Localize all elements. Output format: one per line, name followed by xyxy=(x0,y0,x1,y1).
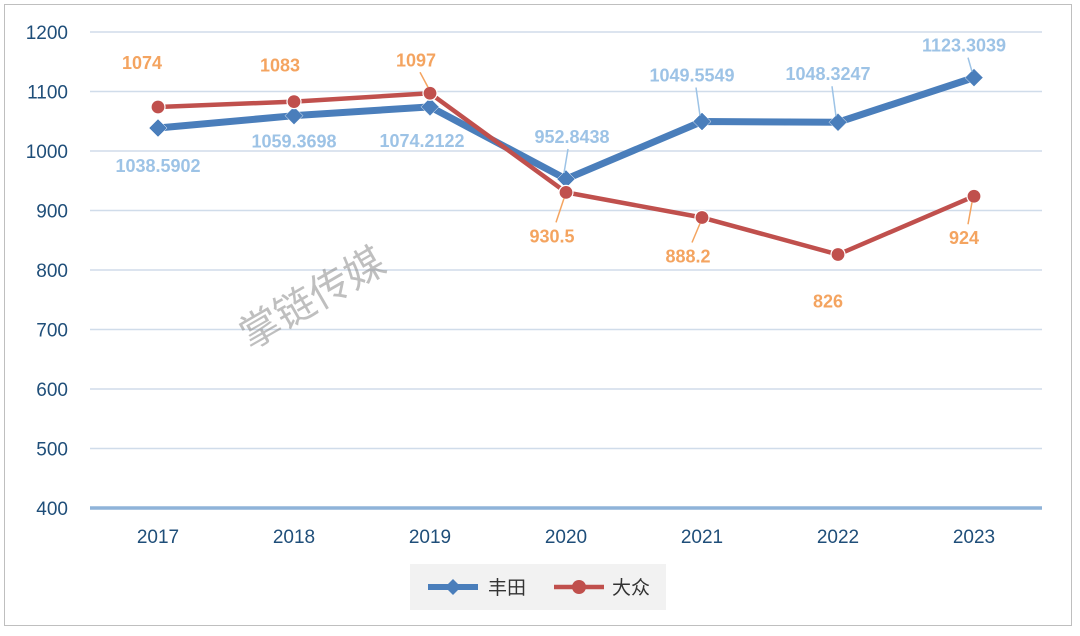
series-0-data-label: 1049.5549 xyxy=(649,66,734,86)
series-1-point xyxy=(558,184,574,200)
series-1-data-label: 924 xyxy=(949,228,979,248)
series-1-point xyxy=(422,85,438,101)
y-tick-label: 1000 xyxy=(26,142,68,163)
series-1-data-label: 930.5 xyxy=(529,226,574,246)
series-0-data-label: 1074.2122 xyxy=(379,131,464,151)
label-leader xyxy=(555,198,565,223)
series-1-data-label: 888.2 xyxy=(665,247,710,267)
label-leader xyxy=(419,71,429,88)
legend-circle-icon xyxy=(572,580,586,594)
series-0-point xyxy=(964,68,984,87)
x-tick-label: 2022 xyxy=(817,527,859,548)
series-1-data-label: 1074 xyxy=(122,53,162,73)
label-leader xyxy=(831,86,837,117)
label-leader xyxy=(967,202,973,225)
legend-diamond-icon xyxy=(445,579,461,595)
series-1-point xyxy=(966,188,982,204)
y-tick-label: 800 xyxy=(36,261,68,282)
series-group xyxy=(148,68,984,263)
y-tick-label: 1200 xyxy=(26,23,68,44)
series-1-data-label: 1097 xyxy=(396,50,436,70)
y-tick-label: 500 xyxy=(36,440,68,461)
x-axis-ticks: 2017 2018 2019 2020 2021 2022 2023 xyxy=(137,527,995,548)
y-tick-label: 900 xyxy=(36,202,68,223)
y-tick-label: 1100 xyxy=(27,83,68,104)
series-0-data-label: 1059.3698 xyxy=(251,132,336,152)
series-0-point xyxy=(284,106,304,126)
legend-label: 大众 xyxy=(612,577,650,599)
series-1-point xyxy=(286,94,302,110)
x-tick-label: 2019 xyxy=(409,527,451,548)
y-axis-ticks: 400 500 600 700 800 900 1000 1100 1200 xyxy=(26,23,68,520)
series-0-data-label: 1038.5902 xyxy=(115,156,200,176)
series-0-data-label: 952.8438 xyxy=(534,127,609,147)
series-0-point xyxy=(420,97,440,117)
x-tick-label: 2018 xyxy=(273,527,315,548)
series-1-point xyxy=(830,246,846,263)
y-tick-label: 600 xyxy=(36,380,68,401)
series-0-point xyxy=(148,118,168,138)
data-labels: 1038.5902 1059.3698 1074.2122 952.8438 1049.… xyxy=(115,36,1006,312)
series-1-point xyxy=(150,99,166,115)
series-1-data-label: 826 xyxy=(813,292,843,312)
series-0-point xyxy=(692,112,712,131)
x-tick-label: 2017 xyxy=(137,527,179,548)
x-tick-label: 2023 xyxy=(953,527,995,548)
x-tick-label: 2021 xyxy=(681,527,723,548)
gridlines xyxy=(90,31,1042,450)
series-0-point xyxy=(828,112,848,132)
x-tick-label: 2020 xyxy=(545,527,587,548)
y-tick-label: 700 xyxy=(36,321,68,342)
series-0-data-label: 1048.3247 xyxy=(785,64,870,84)
series-0-data-label: 1123.3039 xyxy=(922,36,1006,56)
series-1-point xyxy=(694,209,710,226)
label-leader xyxy=(691,223,701,243)
label-leader xyxy=(967,57,973,72)
label-leader xyxy=(563,148,569,174)
series-1-data-label: 1083 xyxy=(260,56,300,76)
label-leader xyxy=(695,87,701,116)
y-tick-label: 400 xyxy=(36,499,68,520)
watermark-text: 掌链传媒 xyxy=(232,239,394,359)
legend: 丰田 大众 xyxy=(410,564,666,610)
legend-label: 丰田 xyxy=(488,577,526,599)
